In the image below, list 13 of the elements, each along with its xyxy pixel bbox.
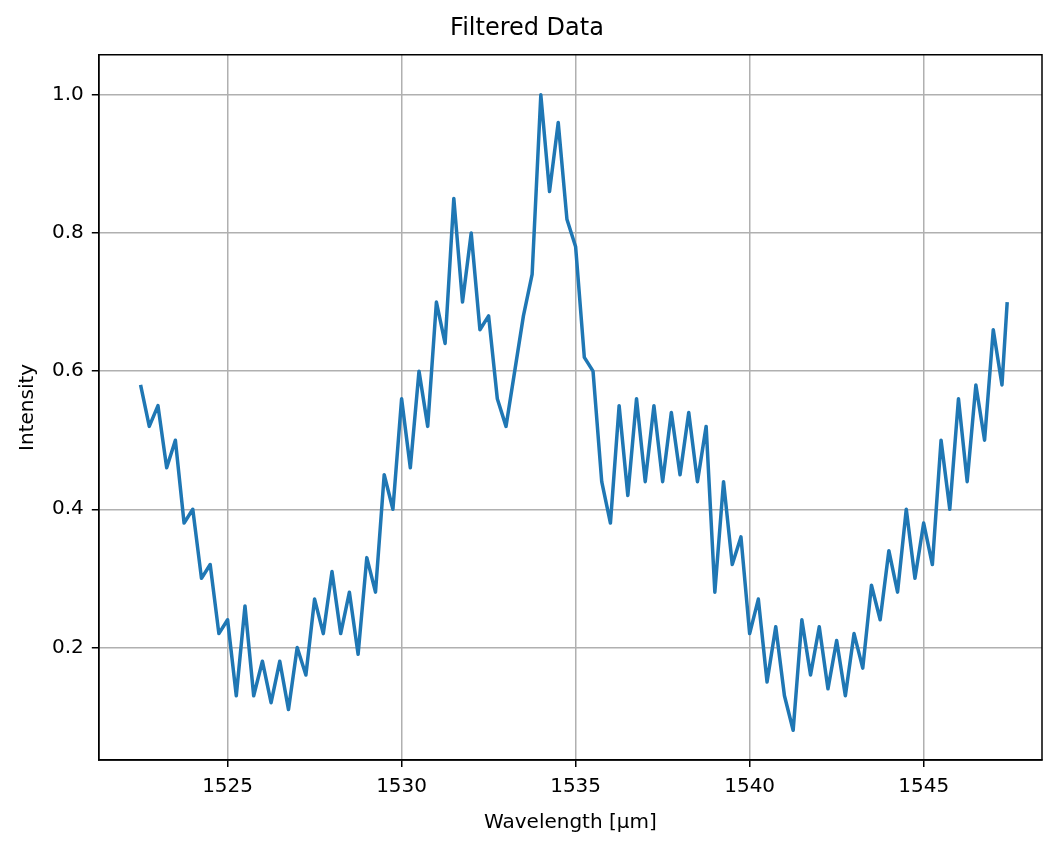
y-tick-label: 0.4 — [51, 495, 84, 520]
x-tick-label: 1525 — [202, 773, 254, 798]
chart-title: Filtered Data — [450, 12, 604, 41]
x-tick-label: 1540 — [724, 773, 776, 798]
y-tick-label: 0.6 — [51, 357, 84, 382]
y-tick-label: 0.8 — [51, 219, 84, 244]
y-tick-label: 0.2 — [51, 633, 84, 658]
y-axis-title: Intensity — [14, 363, 39, 451]
x-axis-title: Wavelength [μm] — [484, 809, 657, 834]
x-tick-label: 1535 — [550, 773, 602, 798]
y-tick-label: 1.0 — [51, 81, 84, 106]
x-tick-label: 1530 — [376, 773, 428, 798]
x-tick-label: 1545 — [898, 773, 950, 798]
